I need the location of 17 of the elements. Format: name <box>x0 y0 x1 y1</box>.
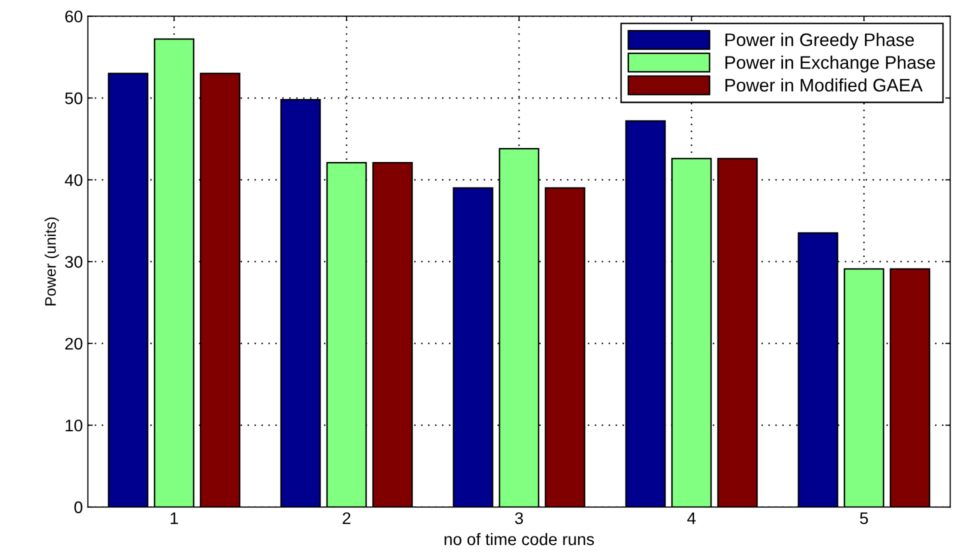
y-tick-label: 50 <box>65 92 82 104</box>
legend-label: Power in Greedy Phase <box>725 32 914 50</box>
y-tick-label: 60 <box>65 10 82 22</box>
y-tick-label: 20 <box>65 338 82 350</box>
x-tick-label: 4 <box>687 512 696 524</box>
y-tick-label: 0 <box>74 501 82 514</box>
x-tick-label: 3 <box>515 512 523 524</box>
y-tick-label: 10 <box>66 420 82 432</box>
x-axis-title: no of time code runs <box>444 532 594 546</box>
legend-label: Power in Exchange Phase <box>725 56 935 72</box>
legend-label: Power in Modified GAEA <box>725 78 923 92</box>
y-tick-label: 40 <box>64 174 82 186</box>
y-axis-title: Power (units) <box>44 218 59 306</box>
x-tick-label: 1 <box>170 512 178 524</box>
y-tick-label: 30 <box>65 256 82 268</box>
x-tick-label: 2 <box>342 512 350 524</box>
x-tick-label: 5 <box>860 512 868 524</box>
